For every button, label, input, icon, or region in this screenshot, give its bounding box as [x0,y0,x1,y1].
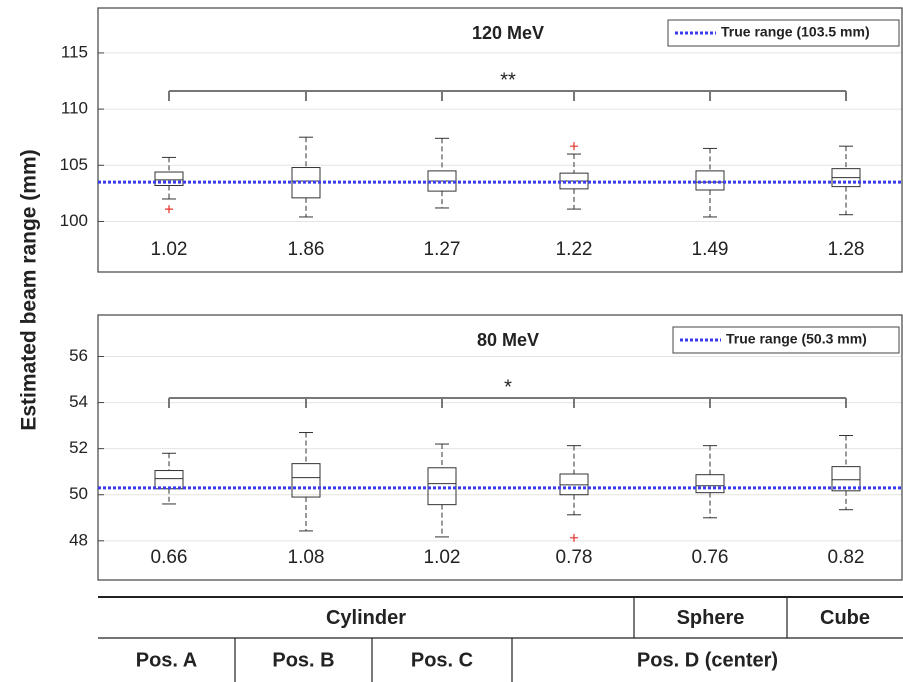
significance-mark: * [504,376,512,398]
y-tick-label: 105 [60,155,88,174]
table-cell: Cylinder [326,607,406,629]
panel-title: 120 MeV [472,23,544,43]
y-tick-label: 100 [60,211,88,230]
box [695,474,725,494]
table-cell: Pos. C [411,649,473,671]
plot-frame [97,7,903,273]
table-cell: Pos. B [272,649,334,671]
table-cell: Pos. A [136,649,198,671]
legend-label: True range (103.5 mm) [721,24,870,40]
box [291,463,321,498]
panel-title: 80 MeV [477,330,539,350]
legend-box [667,19,900,47]
y-tick-label: 48 [69,530,88,549]
box [427,467,457,506]
box-label: 1.02 [424,547,461,568]
box [154,470,184,490]
outlier [570,533,578,542]
y-tick-label: 54 [69,392,88,411]
plot-frame [97,314,903,581]
y-axis-label: Estimated beam range (mm) [18,149,41,430]
box [154,171,184,186]
table-cell: Pos. D (center) [637,649,778,671]
y-tick-label: 50 [69,484,88,503]
y-tick-label: 56 [69,346,88,365]
box-label: 1.02 [151,239,188,260]
y-tick-label: 110 [61,99,88,118]
box-label: 1.08 [288,547,325,568]
box [695,170,725,191]
box-label: 0.66 [151,547,188,568]
y-tick-label: 115 [61,42,88,61]
box [831,466,861,492]
legend-label: True range (50.3 mm) [726,331,867,347]
outlier [570,142,578,151]
box-label: 1.27 [424,239,461,260]
box-label: 1.86 [288,239,325,260]
box-label: 0.82 [828,547,865,568]
significance-mark: ** [500,69,516,91]
table-cell: Cube [820,607,870,629]
y-tick-label: 52 [69,438,88,457]
box-label: 1.49 [692,239,729,260]
box-label: 1.28 [828,239,865,260]
outlier [165,205,173,214]
table-cell: Sphere [677,607,745,629]
box-label: 0.76 [692,547,729,568]
box-label: 0.78 [556,547,593,568]
box-label: 1.22 [556,239,593,260]
